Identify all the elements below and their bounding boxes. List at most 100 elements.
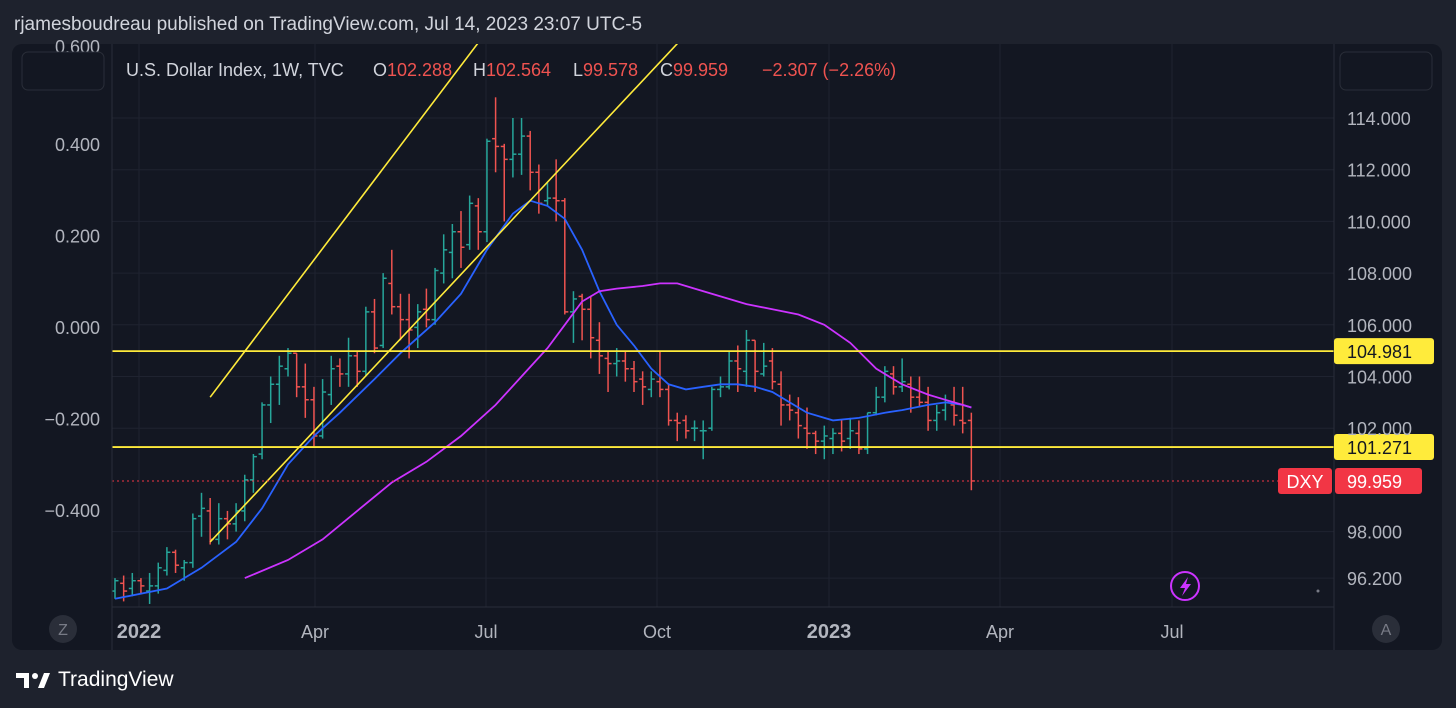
x-axis-tick: 2023 — [807, 621, 852, 643]
ohlc-bar — [267, 376, 275, 424]
ohlc-bar — [760, 342, 768, 377]
ohlc-bar — [699, 420, 707, 460]
ohlc-bar — [803, 407, 811, 449]
chart-frame — [12, 44, 1442, 650]
ohlc-bar — [777, 371, 785, 426]
ohlc-bar — [284, 348, 292, 377]
ohlc-bar — [725, 350, 733, 390]
ohlc-bar — [561, 198, 569, 315]
ohlc-bar — [933, 404, 941, 431]
ohlc-bar — [137, 578, 145, 594]
axis-labels: 104.981 101.271 DXY 99.959 114.000 112.000 110… — [44, 37, 1434, 643]
ohlc-bar — [509, 118, 517, 178]
legend-close: 99.959 — [673, 60, 728, 80]
legend-low: 99.578 — [583, 60, 638, 80]
ohlc-bar — [379, 273, 387, 349]
level-tag — [1334, 338, 1434, 365]
auto-scale-button-label: A — [1381, 622, 1392, 639]
ohlc-bar — [327, 355, 335, 405]
ohlc-bar — [198, 492, 205, 537]
ohlc-bar — [241, 474, 249, 522]
ohlc-bar — [890, 366, 897, 395]
publish-header: rjamesboudreau published on TradingView.… — [14, 14, 643, 35]
ohlc-bar — [812, 430, 820, 455]
ohlc-bar — [492, 97, 500, 173]
legend-change: −2.307 (−2.26%) — [762, 60, 896, 80]
ohlc-bar — [656, 350, 664, 398]
ohlc-bar — [172, 549, 180, 573]
ohlc-bar — [474, 198, 482, 250]
right-axis-tick: 98.000 — [1347, 523, 1402, 543]
chart-grid — [112, 44, 1334, 607]
x-axis-tick: Jul — [474, 622, 497, 642]
ohlc-bar — [786, 394, 794, 421]
ohlc-bar — [569, 291, 577, 343]
ohlc-bar — [950, 386, 958, 426]
slow-moving-average-line — [244, 282, 972, 579]
ohlc-bar — [396, 293, 404, 341]
ohlc-bar — [708, 386, 716, 431]
ohlc-bar — [647, 371, 655, 398]
ohlc-bar — [820, 425, 828, 460]
auto-scale-button[interactable] — [1372, 615, 1400, 643]
legend-high-label: H — [473, 60, 486, 80]
ohlc-bar — [907, 376, 915, 413]
ohlc-bar — [639, 371, 647, 405]
ohlc-bar — [621, 350, 629, 382]
right-axis-tick: 114.000 — [1347, 109, 1411, 129]
ohlc-bar — [552, 159, 560, 222]
ohlc-bar — [336, 358, 344, 387]
fast-moving-average-line — [114, 199, 972, 600]
ohlc-bar — [466, 195, 474, 250]
ohlc-bar — [128, 572, 136, 597]
level-tag-value: 101.271 — [1347, 438, 1412, 458]
right-top-box[interactable] — [1339, 51, 1433, 91]
ohlc-bar — [371, 298, 378, 354]
ohlc-bar — [673, 412, 681, 442]
legend-symbol: U.S. Dollar Index, 1W, TVC — [126, 60, 344, 80]
right-axis-tick: 112.000 — [1347, 161, 1411, 181]
left-top-box[interactable] — [21, 51, 105, 91]
legend-open: 102.288 — [387, 60, 452, 80]
legend-symbol-text: U.S. Dollar Index, 1W, TVC — [126, 60, 344, 80]
ohlc-bar — [855, 420, 863, 455]
ohlc-bar — [206, 497, 214, 545]
right-axis-tick: 108.000 — [1347, 264, 1412, 284]
level-tag-value: 104.981 — [1347, 342, 1412, 362]
ohlc-bar — [362, 306, 370, 377]
ohlc-bar — [414, 304, 422, 349]
ohlc-bar — [353, 350, 361, 387]
ohlc-bar — [275, 355, 283, 405]
ohlc-bar — [500, 143, 508, 222]
ohlc-bar — [794, 397, 802, 439]
left-axis-tick: 0.400 — [55, 135, 100, 155]
upper-channel-line — [209, 44, 479, 398]
ohlc-bar — [163, 547, 171, 576]
ohlc-bar — [518, 118, 526, 175]
ohlc-bar — [959, 386, 967, 434]
legend-open-label: O — [373, 60, 387, 80]
right-axis-tick: 102.000 — [1347, 419, 1412, 439]
left-scale-button[interactable] — [49, 615, 77, 643]
last-price-tag — [1335, 467, 1422, 494]
ohlc-bar — [613, 348, 621, 377]
lower-channel-line — [209, 44, 679, 543]
last-price-tag-value: 99.959 — [1347, 472, 1402, 492]
left-axis-tick: −0.200 — [44, 409, 100, 429]
footer: TradingView — [16, 668, 174, 692]
ohlc-bar — [448, 223, 456, 279]
ohlc-bar — [898, 358, 906, 393]
axes-layer — [111, 44, 1335, 650]
right-axis-tick: 104.000 — [1347, 368, 1412, 388]
ohlc-bar — [751, 339, 759, 393]
ohlc-bar — [422, 288, 430, 328]
ohlc-bar — [249, 454, 257, 493]
legend-low-label: L — [573, 60, 583, 80]
legend-ohlc: O102.288 H102.564 L99.578 C99.959 −2.307… — [373, 60, 896, 80]
right-axis-tick: 106.000 — [1347, 316, 1412, 336]
ohlc-bar — [967, 412, 975, 491]
level-tag — [1334, 434, 1434, 461]
lightning-icon[interactable] — [1170, 571, 1200, 601]
legend-close-label: C — [660, 60, 673, 80]
